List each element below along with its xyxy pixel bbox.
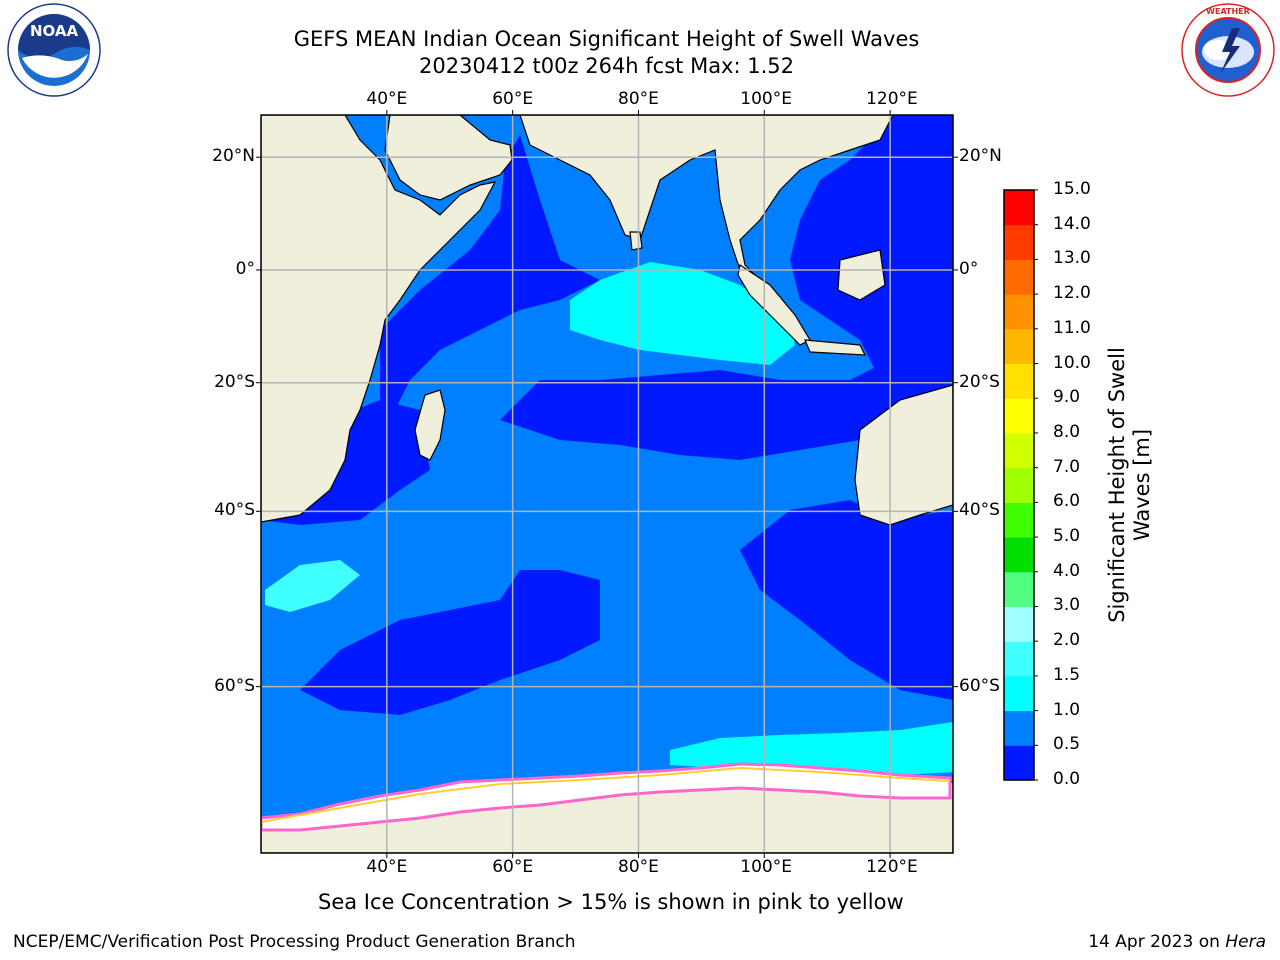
colorbar-tick-label: 5.0 [1053, 526, 1081, 547]
footer-date: 14 Apr 2023 on Hera [1088, 932, 1266, 952]
x-tick-label-top: 100°E [740, 89, 792, 109]
footer-machine: Hera [1225, 932, 1266, 952]
map-frame [260, 114, 954, 854]
colorbar-frame [1003, 189, 1035, 781]
colorbar-tick-label: 14.0 [1053, 213, 1091, 234]
land-africa [261, 115, 497, 523]
colorbar-segment [1004, 328, 1034, 365]
sea-ice-band [261, 762, 952, 832]
y-tick-label-right: 60°S [959, 675, 1000, 696]
land-madagascar [414, 389, 446, 461]
y-tick-label-right: 0° [959, 258, 979, 279]
colorbar-segment [1004, 190, 1034, 226]
x-tick-label-top: 60°E [492, 89, 534, 109]
colorbar-title-line2: Waves [m] [1130, 428, 1154, 542]
x-tick-label-top: 40°E [366, 89, 408, 109]
x-tick-label-bottom: 120°E [866, 857, 918, 877]
sea-ice-edge-yellow [261, 766, 951, 823]
colorbar-title: Significant Height of Swell Waves [m] [1105, 347, 1155, 623]
footer-credit: NCEP/EMC/Verification Post Processing Pr… [13, 932, 576, 952]
high-swell-southern-ocean [670, 722, 953, 775]
low-swell-southwest [300, 570, 600, 715]
x-tick-label-bottom: 60°E [492, 857, 534, 877]
y-tick-label-left: 20°N [212, 146, 255, 167]
colorbar-segment [1004, 398, 1034, 434]
y-tick-label-right: 40°S [959, 500, 1000, 521]
colorbar-segment [1004, 675, 1034, 712]
x-tick-label-bottom: 40°E [366, 857, 408, 877]
colorbar-tick-label: 11.0 [1053, 317, 1091, 338]
land-sumatra [737, 264, 811, 346]
colorbar-segment [1004, 745, 1034, 781]
colorbar-tick-label: 0.5 [1053, 734, 1081, 755]
chart-subtitle: 20230412 t00z 264h fcst Max: 1.52 [419, 54, 794, 78]
noaa-logo-text: NOAA [30, 22, 79, 40]
noaa-logo: NOAA [7, 3, 101, 97]
x-tick-label-top: 80°E [618, 89, 659, 109]
land-australia [854, 384, 953, 526]
colorbar-tick-label: 12.0 [1053, 283, 1091, 304]
colorbar-tick-label: 8.0 [1053, 421, 1081, 442]
colorbar-tick-label: 7.0 [1053, 456, 1081, 477]
high-swell-equatorial [570, 262, 795, 365]
colorbar-segment [1004, 259, 1034, 295]
y-tick-label-right: 20°S [959, 371, 1000, 392]
colorbar-tick-label: 4.0 [1053, 560, 1081, 581]
colorbar-segment [1004, 710, 1034, 746]
colorbar-title-line1: Significant Height of Swell [1105, 347, 1129, 623]
colorbar-segment [1004, 294, 1034, 330]
colorbar-tick-label: 6.0 [1053, 491, 1081, 512]
land-sri-lanka [629, 231, 643, 251]
colorbar-segment [1004, 363, 1034, 399]
y-tick-label-left: 20°S [214, 371, 255, 392]
nws-logo: WEATHER [1181, 3, 1275, 97]
land-java [804, 339, 866, 356]
footer-date-text: 14 Apr 2023 on [1088, 932, 1226, 952]
high-swell-west-patch [265, 560, 360, 612]
map-grid [261, 115, 953, 853]
colorbar-tick-label: 10.0 [1053, 352, 1091, 373]
y-tick-label-left: 60°S [214, 675, 255, 696]
sea-ice-note: Sea Ice Concentration > 15% is shown in … [318, 890, 904, 914]
svg-text:WEATHER: WEATHER [1206, 7, 1250, 16]
colorbar [1003, 189, 1038, 781]
colorbar-tick-label: 9.0 [1053, 387, 1081, 408]
colorbar-segment [1004, 537, 1034, 573]
colorbar-segment [1004, 641, 1034, 677]
chart-title: GEFS MEAN Indian Ocean Significant Heigh… [293, 27, 920, 51]
colorbar-tick-label: 3.0 [1053, 595, 1081, 616]
colorbar-segment [1004, 224, 1034, 260]
low-swell-central-band [500, 360, 895, 460]
colorbar-tick-label: 1.5 [1053, 664, 1081, 685]
colorbar-segment [1004, 467, 1034, 503]
colorbar-tick-label: 1.0 [1053, 699, 1081, 720]
low-swell-arabian-coast [380, 135, 600, 440]
low-swell-australia-west [740, 500, 953, 700]
colorbar-tick-label: 2.0 [1053, 630, 1081, 651]
colorbar-segment [1004, 432, 1034, 469]
colorbar-segment [1004, 571, 1034, 607]
colorbar-tick-label: 15.0 [1053, 179, 1091, 199]
colorbar-tick-label: 0.0 [1053, 769, 1081, 789]
land-borneo [837, 249, 886, 301]
x-tick-label-bottom: 80°E [618, 857, 659, 877]
colorbar-segment [1004, 606, 1034, 642]
y-tick-label-right: 20°N [959, 146, 1002, 167]
x-tick-label-bottom: 100°E [740, 857, 792, 877]
x-tick-label-top: 120°E [866, 89, 918, 109]
y-tick-label-left: 40°S [214, 500, 255, 521]
colorbar-tick-label: 13.0 [1053, 248, 1091, 269]
colorbar-segment [1004, 502, 1034, 538]
y-tick-label-left: 0° [235, 258, 255, 279]
